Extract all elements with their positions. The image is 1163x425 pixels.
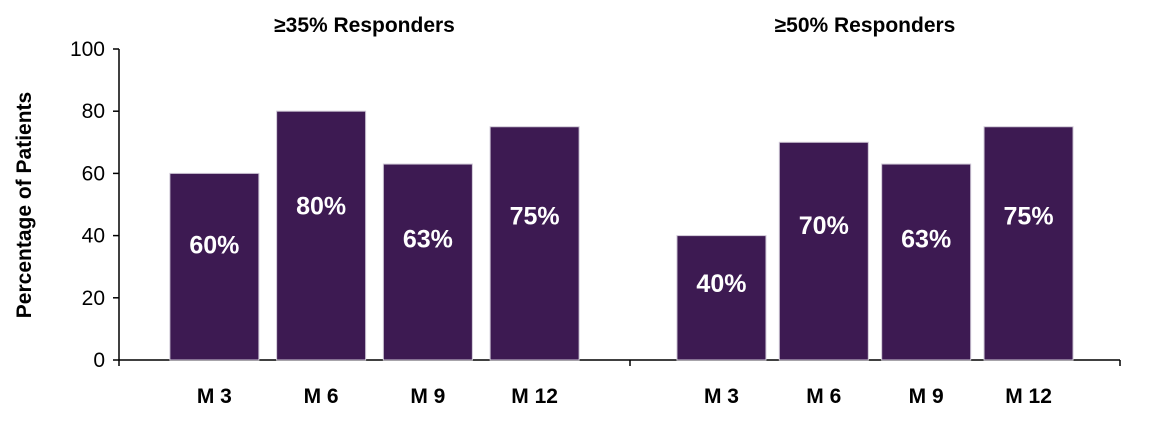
bar-value-label: 75% — [510, 202, 560, 230]
category-label: M 6 — [304, 385, 339, 408]
y-tick-label: 0 — [93, 349, 105, 372]
bar-value-label: 60% — [189, 231, 239, 259]
bar — [676, 235, 767, 361]
group-title: ≥50% Responders — [775, 14, 956, 37]
y-tick-label: 80 — [82, 100, 105, 123]
category-label: M 9 — [909, 385, 944, 408]
y-tick-label: 40 — [82, 225, 105, 248]
bar-value-label: 70% — [799, 212, 849, 240]
bar — [983, 126, 1074, 361]
y-tick-label: 100 — [70, 38, 105, 61]
category-label: M 3 — [197, 385, 232, 408]
bar — [276, 110, 367, 361]
bar — [169, 172, 260, 361]
bar-value-label: 80% — [296, 193, 346, 221]
y-axis-title: Percentage of Patients — [13, 92, 36, 318]
bars — [169, 110, 1074, 361]
bar — [881, 163, 972, 361]
bar — [778, 141, 869, 361]
bar-value-label: 63% — [901, 226, 951, 254]
bar — [382, 163, 473, 361]
bar — [489, 126, 580, 361]
y-tick-label: 20 — [82, 287, 105, 310]
category-label: M 6 — [806, 385, 841, 408]
group-title: ≥35% Responders — [274, 14, 455, 37]
bar-value-label: 63% — [403, 226, 453, 254]
bar-value-label: 40% — [696, 270, 746, 298]
category-label: M 3 — [704, 385, 739, 408]
bar-value-label: 75% — [1004, 202, 1054, 230]
y-tick-label: 60 — [82, 162, 105, 185]
category-label: M 12 — [1005, 385, 1052, 408]
category-label: M 12 — [511, 385, 558, 408]
category-label: M 9 — [410, 385, 445, 408]
labels: ≥35% Responders 60% M 3 80% M 6 63% M 9 75% M 12… — [189, 14, 1053, 408]
